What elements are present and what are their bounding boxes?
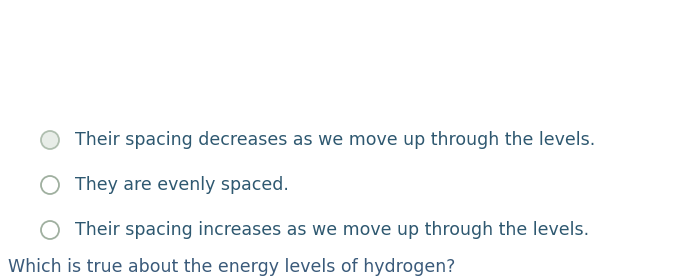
Circle shape <box>41 176 59 194</box>
Text: Their spacing increases as we move up through the levels.: Their spacing increases as we move up th… <box>75 221 589 239</box>
Circle shape <box>41 131 59 149</box>
Text: They are evenly spaced.: They are evenly spaced. <box>75 176 289 194</box>
Text: Their spacing decreases as we move up through the levels.: Their spacing decreases as we move up th… <box>75 131 596 149</box>
Text: Which is true about the energy levels of hydrogen?: Which is true about the energy levels of… <box>8 258 456 276</box>
Circle shape <box>41 221 59 239</box>
